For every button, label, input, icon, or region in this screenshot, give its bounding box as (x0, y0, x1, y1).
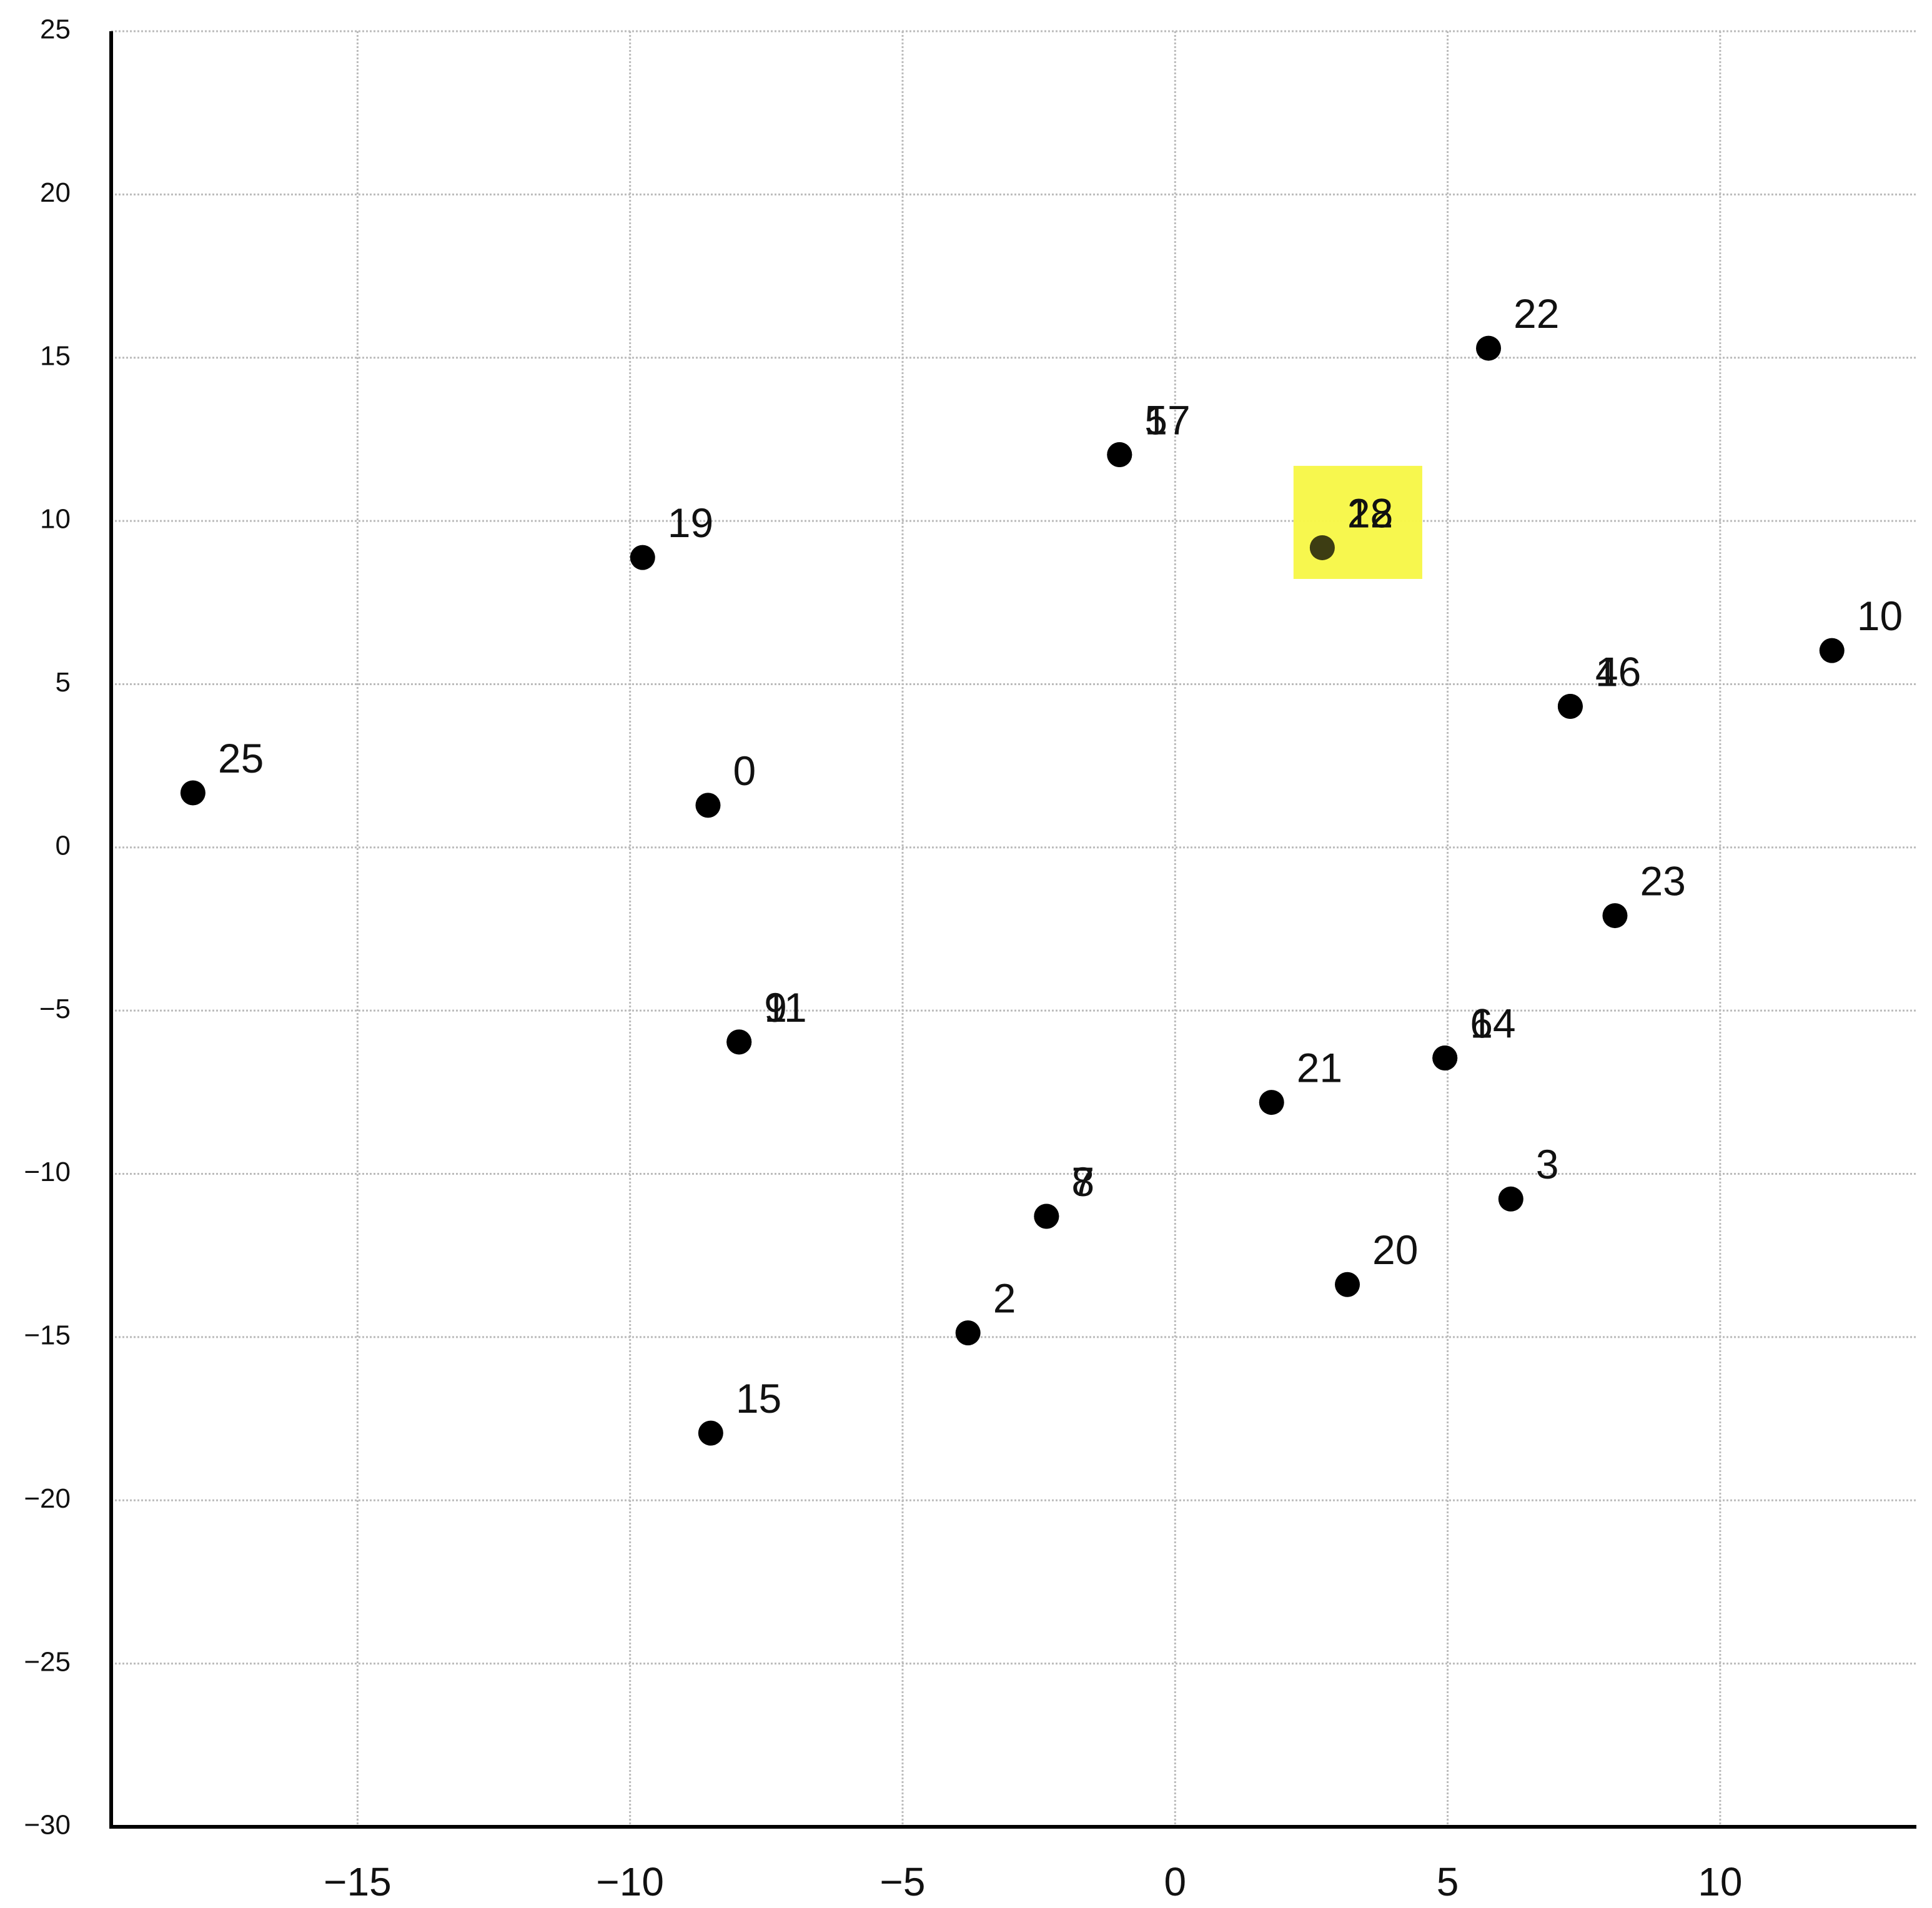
x-tick-label: 0 (1164, 1859, 1186, 1904)
point-label: 15 (736, 1375, 781, 1421)
y-tick-label: 5 (56, 667, 71, 698)
y-tick-label: 0 (56, 830, 71, 861)
y-tick-label: −30 (24, 1810, 71, 1841)
y-tick-label: −20 (24, 1483, 71, 1514)
point-label: 14 (1470, 1000, 1515, 1046)
point-label: 7 (1071, 1159, 1094, 1205)
point (1259, 1090, 1284, 1115)
point-label: 25 (218, 735, 264, 781)
point-label: 6 (1470, 1000, 1493, 1046)
point-label: 2 (993, 1275, 1016, 1322)
point-label: 8 (1071, 1159, 1094, 1205)
y-tick-label: 10 (40, 504, 71, 535)
point (1309, 535, 1335, 560)
point-label: 5 (1144, 397, 1167, 443)
point-label: 21 (1297, 1045, 1342, 1091)
point-label: 10 (1857, 593, 1903, 639)
point-label: 9 (764, 984, 787, 1031)
x-tick-label: −10 (596, 1859, 664, 1904)
x-tick-label: 5 (1437, 1859, 1459, 1904)
point-label: 16 (1595, 648, 1641, 694)
point-label: 12 (1347, 490, 1393, 536)
y-tick-label: 20 (40, 177, 71, 208)
y-tick-label: −25 (24, 1646, 71, 1677)
y-tick-label: 15 (40, 340, 71, 371)
x-tick-label: 10 (1698, 1859, 1742, 1904)
point (1432, 1045, 1458, 1070)
point (1819, 638, 1845, 663)
point (1335, 1272, 1360, 1297)
x-tick-label: −5 (880, 1859, 926, 1904)
highlight (1293, 465, 1422, 579)
point-label: 4 (1595, 648, 1618, 694)
point (180, 780, 206, 806)
point (726, 1029, 752, 1055)
point-label: 19 (668, 500, 713, 546)
point (1498, 1186, 1523, 1212)
point (630, 545, 655, 570)
point (955, 1320, 981, 1346)
point-label: 28 (1347, 490, 1393, 536)
point (1557, 694, 1583, 719)
point-label: 23 (1640, 858, 1685, 904)
point (698, 1420, 723, 1446)
y-tick-label: −15 (24, 1320, 71, 1351)
point-label: 17 (1144, 397, 1190, 443)
y-tick-label: −10 (24, 1157, 71, 1187)
y-tick-label: −5 (39, 994, 71, 1024)
point (1107, 442, 1132, 467)
point-label: 22 (1513, 290, 1559, 337)
point (1602, 903, 1628, 929)
point-label: 20 (1372, 1227, 1418, 1273)
point-label: 0 (733, 748, 756, 794)
point-label: 3 (1536, 1141, 1559, 1187)
point (1034, 1204, 1059, 1229)
x-tick-label: −15 (324, 1859, 392, 1904)
point-label: 11 (764, 984, 807, 1031)
point (695, 793, 721, 818)
point (1476, 335, 1502, 361)
y-tick-label: 25 (40, 14, 71, 45)
